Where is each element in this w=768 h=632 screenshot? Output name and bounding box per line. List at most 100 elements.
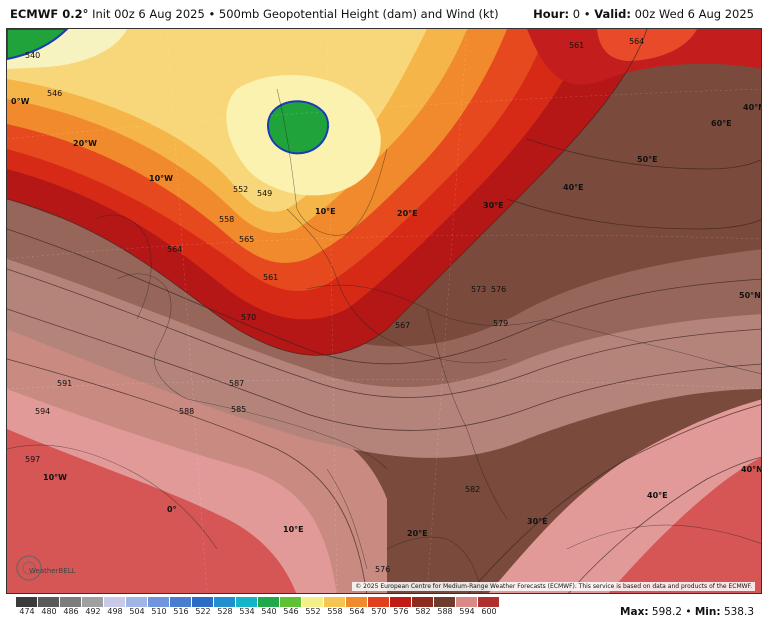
- contour-label-564: 564: [167, 245, 183, 254]
- legend-label-564: 564: [349, 607, 365, 616]
- contour-label-591: 591: [57, 379, 73, 388]
- contour-label-582: 582: [465, 485, 481, 494]
- lon-label-10e-south: 10°E: [283, 525, 304, 534]
- product-name: 500mb Geopotential Height (dam) and Wind…: [218, 7, 499, 21]
- legend-swatch-582: [412, 597, 434, 607]
- graticule: [7, 29, 761, 593]
- contour-label-587: 587: [229, 379, 245, 388]
- border-balkans: [426, 308, 508, 520]
- legend-swatch-522: [192, 597, 214, 607]
- country-borders: [7, 88, 761, 593]
- border-british-isles: [96, 214, 152, 320]
- legend-label-480: 480: [41, 607, 57, 616]
- lon-label-10w: 10°W: [149, 174, 173, 183]
- legend-label-510: 510: [151, 607, 167, 616]
- legend-swatch-570: [368, 597, 390, 607]
- legend-swatch-498: [104, 597, 126, 607]
- legend-swatch-474: [16, 597, 38, 607]
- max-value: 598.2: [651, 606, 682, 618]
- legend-swatch-546: [280, 597, 302, 607]
- legend-label-522: 522: [195, 607, 211, 616]
- legend-label-498: 498: [107, 607, 123, 616]
- map-title: ECMWF 0.2° Init 00z 6 Aug 2025 • 500mb G…: [10, 7, 499, 21]
- legend-label-582: 582: [415, 607, 431, 616]
- lon-label-40e-south: 40°E: [647, 491, 668, 500]
- lon-label-20e: 20°E: [397, 209, 418, 218]
- legend-swatches: [16, 597, 500, 607]
- weather-map[interactable]: 0°W 10°W 20°W 10°E 20°E 30°E 40°E 50°E 6…: [6, 28, 762, 594]
- border-central-europe: [286, 208, 508, 364]
- contour-594-east: [568, 457, 761, 593]
- hour-label: Hour:: [533, 7, 570, 21]
- lon-label-10w-south: 10°W: [43, 473, 67, 482]
- height-band-585: [7, 259, 761, 458]
- contour-label-588: 588: [179, 407, 195, 416]
- legend-swatch-588: [434, 597, 456, 607]
- legend-swatch-600: [478, 597, 500, 607]
- height-band-594: [7, 429, 297, 593]
- legend-swatch-480: [38, 597, 60, 607]
- legend-label-516: 516: [173, 607, 189, 616]
- contour-ne-1: [526, 138, 761, 170]
- contour-label-549: 549: [257, 189, 273, 198]
- legend-swatch-516: [170, 597, 192, 607]
- legend-swatch-534: [236, 597, 258, 607]
- lon-label-50e: 50°E: [637, 155, 658, 164]
- legend-label-576: 576: [393, 607, 409, 616]
- separator-dot: •: [208, 7, 216, 21]
- low-nw-540: [7, 29, 69, 61]
- contour-label-558: 558: [219, 215, 235, 224]
- lon-label-10e: 10°E: [315, 207, 336, 216]
- legend-label-528: 528: [217, 607, 233, 616]
- min-value: 538.3: [723, 606, 754, 618]
- contour-label-565: 565: [239, 235, 255, 244]
- border-ukraine: [546, 318, 761, 374]
- legend-labels: 474 480 486 492 498 504 510 516 522 528 534 540 546 5…: [16, 607, 500, 616]
- lon-label-30e: 30°E: [483, 201, 504, 210]
- legend-label-558: 558: [327, 607, 343, 616]
- separator-dot-2: •: [583, 7, 591, 21]
- contour-label-567: 567: [395, 321, 411, 330]
- border-iberia: [7, 444, 218, 550]
- max-min-readout: Max: 598.2 • Min: 538.3: [620, 606, 754, 618]
- contour-label-561: 561: [263, 273, 279, 282]
- legend-label-594: 594: [459, 607, 475, 616]
- contour-label-552: 552: [233, 185, 249, 194]
- legend-label-540: 540: [261, 607, 277, 616]
- header-bar: ECMWF 0.2° Init 00z 6 Aug 2025 • 500mb G…: [0, 0, 768, 28]
- contour-576: [7, 268, 761, 398]
- contour-564: [7, 29, 648, 356]
- legend-label-486: 486: [63, 607, 79, 616]
- graticule-60n: [7, 88, 761, 140]
- low-center-540: [266, 100, 330, 155]
- contour-588-east: [468, 404, 761, 593]
- height-band-561-ne: [597, 29, 697, 61]
- legend-swatch-564: [346, 597, 368, 607]
- border-turkey: [566, 524, 761, 550]
- legend-label-504: 504: [129, 607, 145, 616]
- legend-label-534: 534: [239, 607, 255, 616]
- watermark-text: WeatherBELL: [29, 567, 76, 575]
- legend-swatch-594: [456, 597, 478, 607]
- legend-swatch-576: [390, 597, 412, 607]
- weatherbell-logo-icon: [16, 555, 42, 581]
- model-name: ECMWF 0.2°: [10, 7, 89, 21]
- lon-label-30e-south: 30°E: [527, 517, 548, 526]
- lon-label-20e-south: 20°E: [407, 529, 428, 538]
- color-legend: 474 480 486 492 498 504 510 516 522 528 534 540 546 5…: [16, 597, 500, 616]
- border-italy: [326, 468, 368, 570]
- valid-time-info: Hour: 0 • Valid: 00z Wed 6 Aug 2025: [533, 7, 754, 21]
- contour-582: [7, 308, 761, 431]
- init-time: Init 00z 6 Aug 2025: [92, 7, 205, 21]
- lon-label-20w: 20°W: [73, 139, 97, 148]
- legend-swatch-552: [302, 597, 324, 607]
- copyright-notice: © 2025 European Centre for Medium-Range …: [352, 582, 755, 591]
- legend-swatch-528: [214, 597, 236, 607]
- contour-label-540: 540: [25, 51, 41, 60]
- border-scandinavia: [276, 88, 388, 236]
- lon-label-0-south: 0°: [167, 505, 177, 514]
- contour-label-570: 570: [241, 313, 257, 322]
- contour-label-561-ne: 561: [569, 41, 585, 50]
- contour-lines: [7, 29, 761, 593]
- contour-588: [7, 358, 368, 593]
